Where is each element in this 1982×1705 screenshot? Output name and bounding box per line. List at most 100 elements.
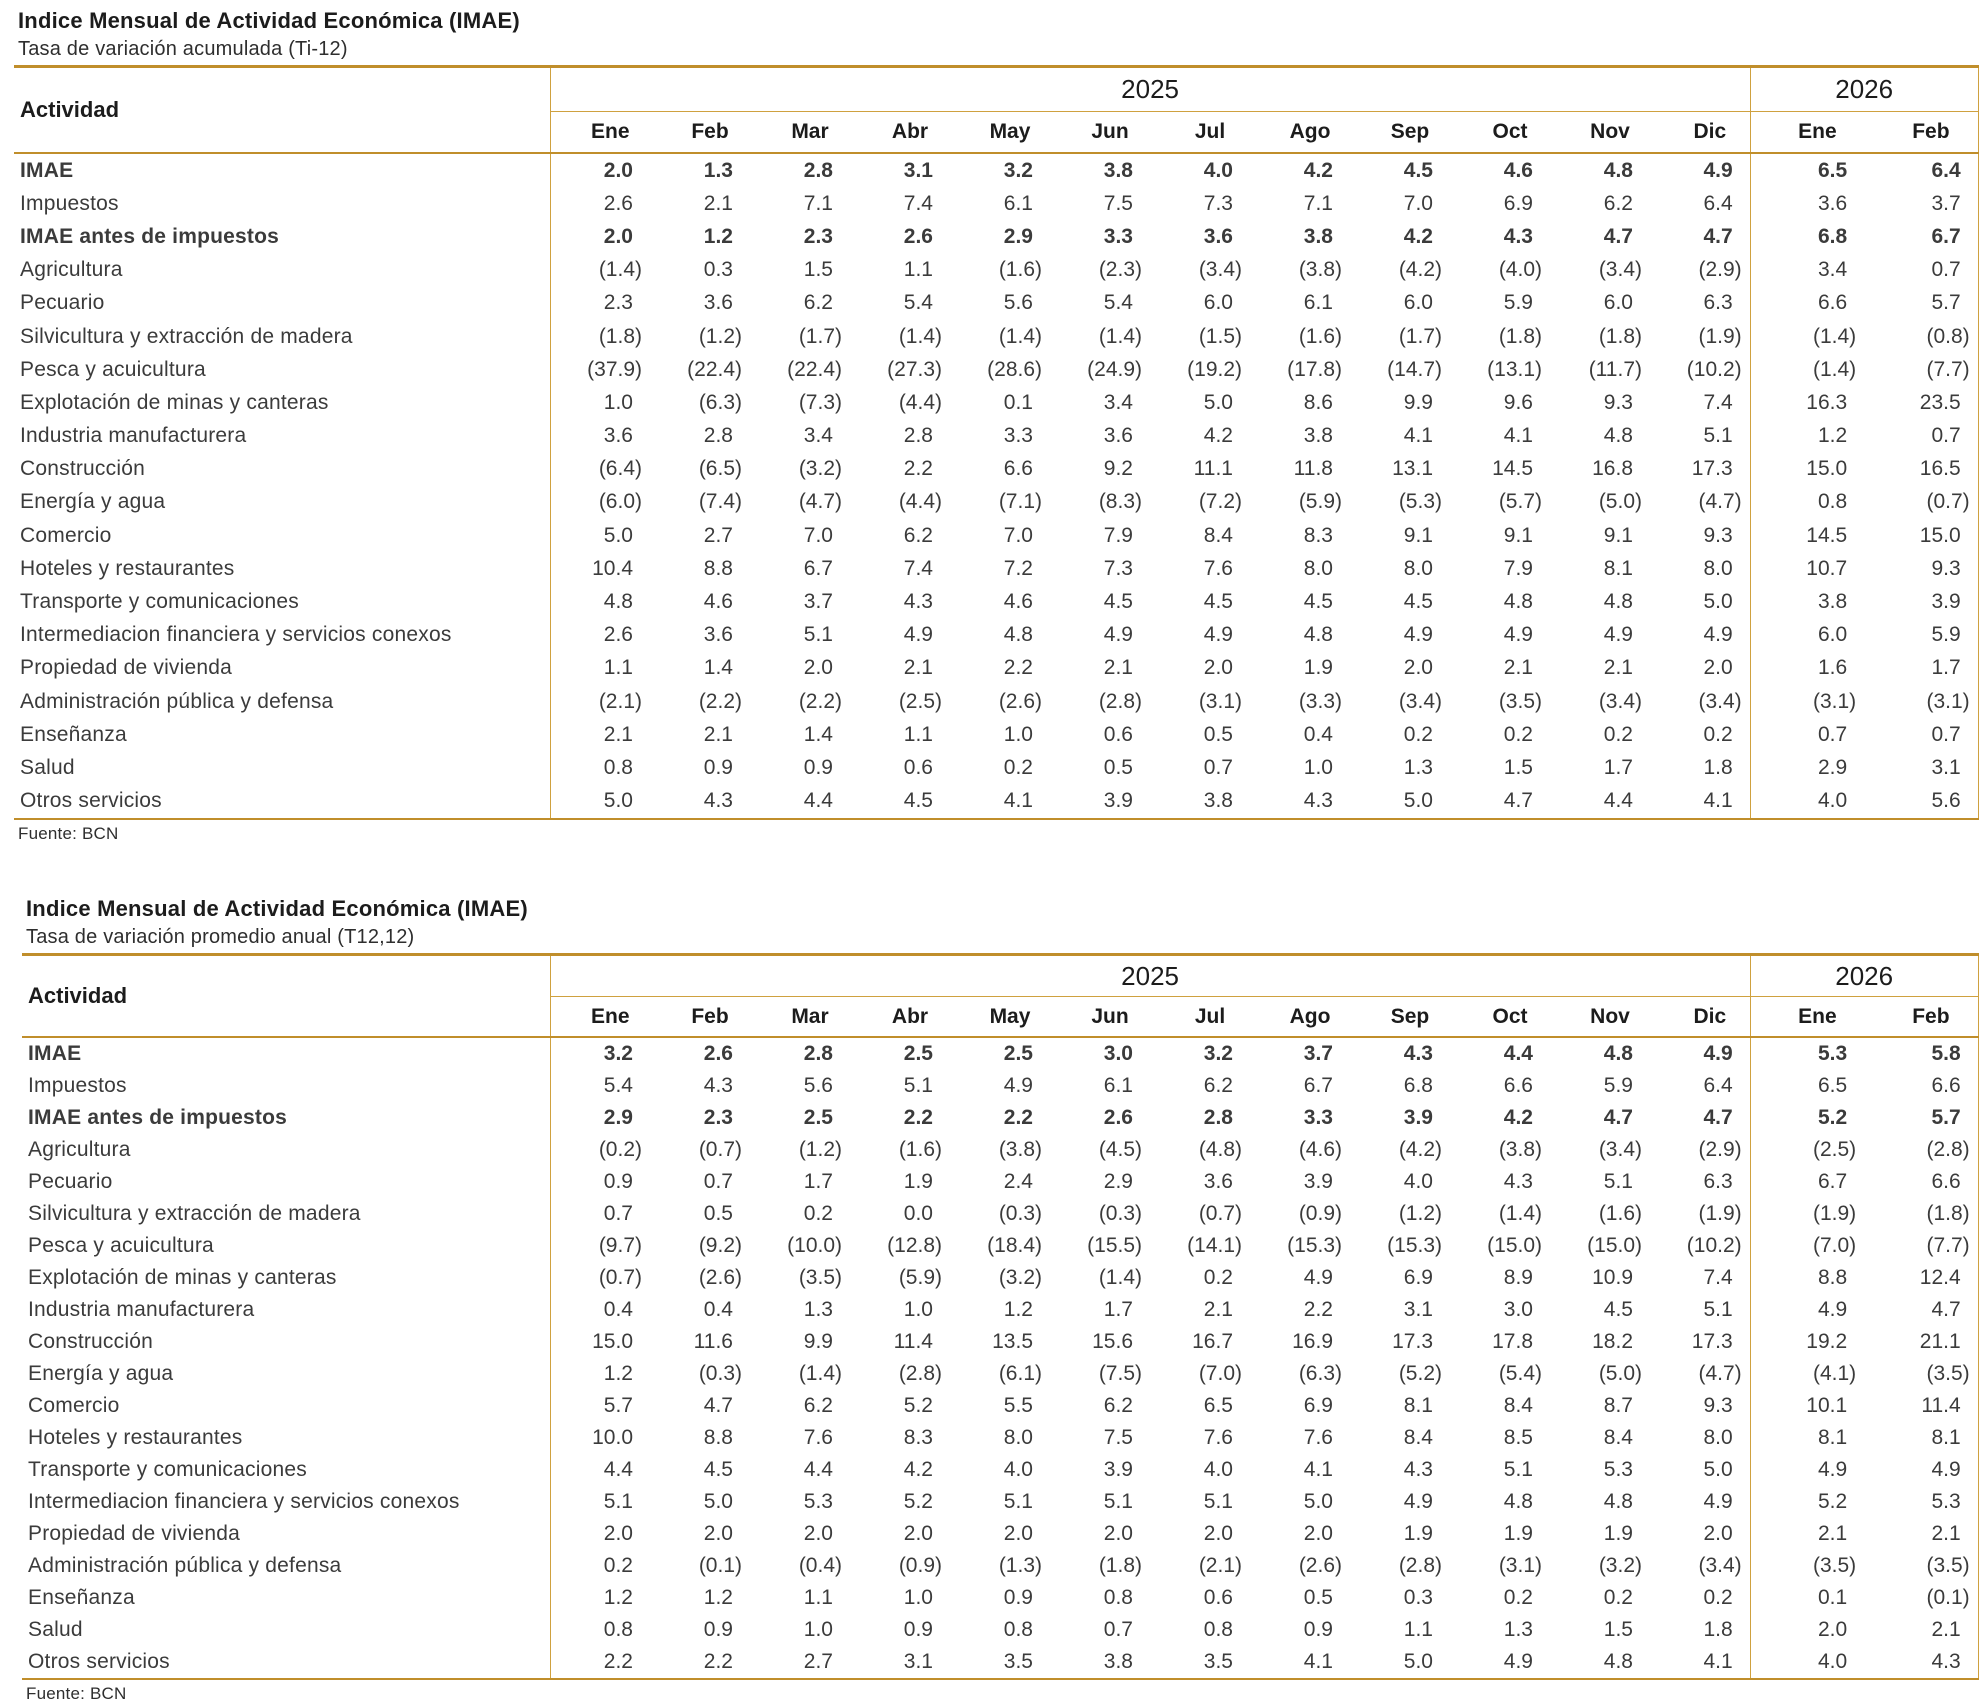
value-cell: 8.0: [1703, 1426, 1733, 1449]
value-cell: 4.4: [1603, 789, 1633, 813]
month-header: May: [950, 111, 1050, 154]
value-cell: 0.7: [1864, 253, 1979, 287]
row-label: Pesca y acuicultura: [28, 1234, 214, 1257]
value-cell: 2.6: [1103, 1106, 1133, 1129]
value-cell: (2.5): [898, 689, 942, 713]
value-cell: 2.9: [1003, 224, 1033, 248]
value-cell: (2.6): [1298, 1554, 1342, 1577]
value-cell: 8.1: [1603, 556, 1633, 580]
row-label: Salud: [20, 755, 75, 779]
value-cell: 2.2: [903, 1106, 933, 1129]
value-cell: (3.2): [1598, 1554, 1642, 1577]
value-cell: 0.8: [1003, 1618, 1033, 1641]
value-cell: 2.6: [549, 187, 650, 221]
value-cell: 2.1: [1749, 1518, 1865, 1550]
value-cell: 3.9: [1864, 585, 1979, 619]
table-row: Propiedad de vivienda 2.0 2.0 2.0 2.0 2.0 2.0 2…: [22, 1518, 1979, 1550]
value-cell: 7.0: [803, 523, 833, 547]
value-cell: (4.1): [1749, 1358, 1865, 1390]
table-row: Agricultura (1.4) 0.3 1.5 1.1 (1.6) (2.3) (3.4)…: [14, 253, 1979, 287]
value-cell: (3.4): [1398, 689, 1442, 713]
row-label: Construcción: [28, 1330, 153, 1353]
value-cell: 4.0: [1749, 784, 1865, 819]
value-cell: 1.0: [803, 1618, 833, 1641]
value-cell: (5.3): [1398, 490, 1442, 514]
value-cell: (7.7): [1864, 1230, 1979, 1262]
value-cell: 0.7: [1203, 755, 1233, 779]
value-cell: (5.9): [898, 1266, 942, 1289]
value-cell: (3.5): [1498, 689, 1542, 713]
value-cell: (1.4): [549, 253, 650, 287]
value-cell: 4.5: [1303, 590, 1333, 614]
value-cell: (5.0): [1598, 490, 1642, 514]
value-cell: 2.9: [1103, 1170, 1133, 1193]
value-cell: 8.7: [1603, 1394, 1633, 1417]
value-cell: (1.4): [898, 324, 942, 348]
value-cell: (4.7): [1698, 490, 1742, 514]
value-cell: 2.5: [1003, 1042, 1033, 1065]
value-cell: 7.4: [1703, 390, 1733, 414]
value-cell: 9.3: [1703, 1394, 1733, 1417]
value-cell: 4.4: [803, 789, 833, 813]
value-cell: 5.2: [1749, 1486, 1865, 1518]
value-cell: 2.0: [1103, 1522, 1133, 1545]
value-cell: 6.2: [1103, 1394, 1133, 1417]
value-cell: 4.4: [1503, 1042, 1533, 1065]
value-cell: 4.0: [1003, 1458, 1033, 1481]
value-cell: 1.2: [703, 224, 733, 248]
value-cell: 6.7: [1864, 220, 1979, 254]
row-label: Administración pública y defensa: [28, 1554, 342, 1577]
value-cell: (1.2): [1398, 1202, 1442, 1225]
value-cell: 0.5: [1103, 755, 1133, 779]
table-row: Comercio 5.0 2.7 7.0 6.2 7.0 7.9 8.4 8.3 9.1 9.1 9.…: [14, 519, 1979, 553]
value-cell: 1.3: [1503, 1618, 1533, 1641]
value-cell: 4.7: [1864, 1294, 1979, 1326]
row-label: Otros servicios: [20, 789, 162, 813]
value-cell: (2.8): [898, 1362, 942, 1385]
table-row: IMAE antes de impuestos 2.0 1.2 2.3 2.6 2.9 3.…: [14, 220, 1979, 254]
value-cell: 3.6: [1103, 424, 1133, 448]
table-row: Propiedad de vivienda 1.1 1.4 2.0 2.1 2.2 2.1 2…: [14, 651, 1979, 685]
value-cell: 4.9: [1203, 623, 1233, 647]
value-cell: 5.1: [549, 1486, 650, 1518]
row-label: Pesca y acuicultura: [20, 357, 206, 381]
value-cell: 9.1: [1503, 523, 1533, 547]
value-cell: 6.5: [1203, 1394, 1233, 1417]
value-cell: 4.2: [1203, 424, 1233, 448]
value-cell: (2.6): [998, 689, 1042, 713]
value-cell: 5.1: [1503, 1458, 1533, 1481]
value-cell: 16.7: [1192, 1330, 1233, 1353]
table-row: Industria manufacturera 3.6 2.8 3.4 2.8 3.3 3.…: [14, 419, 1979, 453]
value-cell: (5.2): [1398, 1362, 1442, 1385]
value-cell: (14.7): [1387, 357, 1442, 381]
value-cell: 4.1: [1303, 1650, 1333, 1673]
table-row: Salud 0.8 0.9 1.0 0.9 0.8 0.7 0.8 0.9 1.1 1.3 1.5 1.…: [22, 1614, 1979, 1646]
value-cell: 4.6: [703, 590, 733, 614]
value-cell: 0.4: [703, 1298, 733, 1321]
value-cell: 3.1: [903, 1650, 933, 1673]
value-cell: (9.2): [698, 1234, 742, 1257]
value-cell: (11.7): [1588, 357, 1642, 381]
value-cell: (22.4): [787, 357, 842, 381]
value-cell: 4.7: [1603, 224, 1633, 248]
value-cell: 4.3: [1403, 1042, 1433, 1065]
table-subtitle: Tasa de variación promedio anual (T12,12…: [26, 926, 415, 948]
value-cell: 4.7: [1603, 1106, 1633, 1129]
value-cell: 4.2: [1503, 1106, 1533, 1129]
value-cell: (1.6): [1598, 1202, 1642, 1225]
value-cell: (7.3): [798, 390, 842, 414]
value-cell: 3.6: [703, 291, 733, 315]
value-cell: 4.5: [703, 1458, 733, 1481]
value-cell: 2.0: [703, 1522, 733, 1545]
value-cell: 4.7: [1703, 224, 1733, 248]
value-cell: (7.0): [1749, 1230, 1865, 1262]
month-header: Feb: [650, 111, 750, 154]
value-cell: 23.5: [1864, 386, 1979, 420]
row-label: Propiedad de vivienda: [20, 656, 233, 680]
row-label: Energía y agua: [20, 490, 166, 514]
value-cell: 7.4: [1703, 1266, 1733, 1289]
value-cell: 4.8: [1603, 424, 1633, 448]
value-cell: 6.4: [1703, 191, 1733, 215]
value-cell: 2.8: [703, 424, 733, 448]
value-cell: 1.5: [1603, 1618, 1633, 1641]
